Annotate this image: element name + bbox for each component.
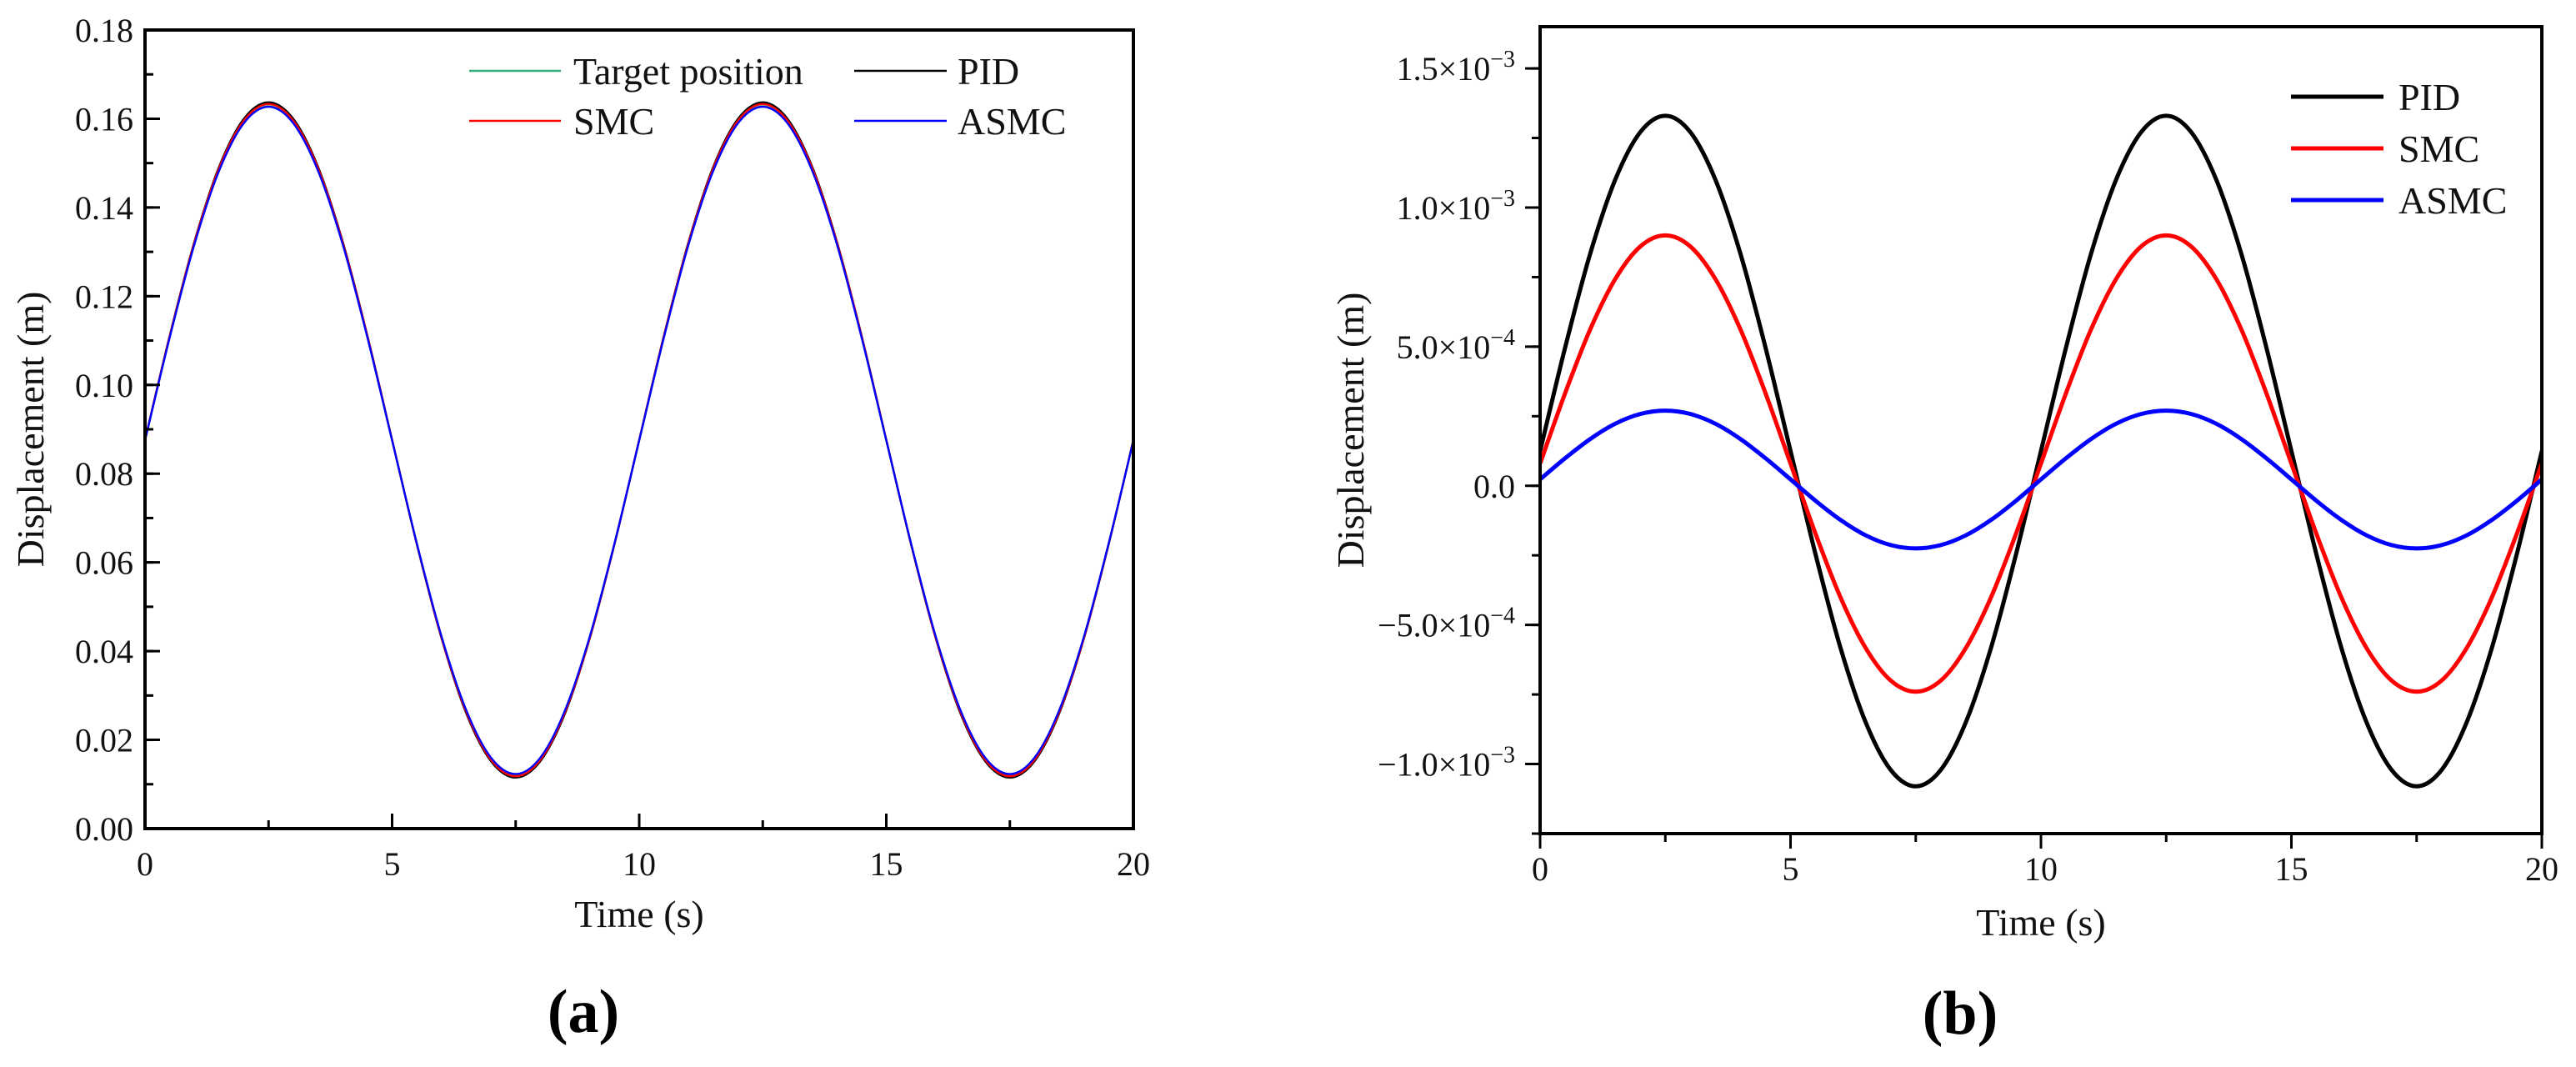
series-line-smc: [1540, 233, 2542, 694]
y-tick-label: 0.08: [75, 455, 133, 493]
x-tick-label: 10: [2024, 850, 2058, 888]
legend-label: ASMC: [2398, 179, 2507, 222]
series-line-asmc: [1540, 408, 2542, 551]
y-tick-mantissa: −1.0×10: [1378, 746, 1490, 784]
y-tick-mantissa: 1.5×10: [1397, 50, 1491, 88]
y-tick-mantissa: −5.0×10: [1378, 607, 1490, 644]
chart-a-displacement: 0 5 10 15 20 0.00 0.02 0.04 0.06 0.08 0.10 0.12 0.14…: [9, 12, 1150, 935]
legend-label: SMC: [2398, 128, 2479, 170]
legend: Target position PID SMC ASMC: [469, 50, 1066, 143]
plot-frame: [1538, 25, 2543, 835]
y-tick-label: 0.18: [75, 12, 133, 49]
x-axis-label: Time (s): [1976, 901, 2106, 944]
legend-label: PID: [958, 50, 1019, 93]
legend-label: PID: [2398, 76, 2460, 118]
y-tick-label: 1.5×10−3: [1397, 47, 1515, 88]
y-tick-exponent: −3: [1490, 186, 1515, 212]
legend-item: ASMC: [854, 100, 1066, 143]
series-group: [145, 101, 1133, 779]
y-tick-label: 1.0×10−3: [1397, 186, 1515, 227]
y-tick-label: 0.06: [75, 544, 133, 582]
y-tick-label: 0.12: [75, 278, 133, 315]
legend-item: SMC: [469, 100, 654, 143]
legend-label: Target position: [573, 50, 803, 93]
y-tick-exponent: −4: [1490, 604, 1515, 629]
y-tick-label: −5.0×10−4: [1378, 604, 1515, 644]
legend-item: Target position: [469, 50, 803, 93]
legend-item: SMC: [2291, 128, 2479, 170]
y-tick-label: 0.0: [1473, 468, 1515, 505]
x-tick-label: 5: [384, 845, 401, 883]
y-tick-label: 0.00: [75, 810, 133, 848]
y-tick-label: −1.0×10−3: [1378, 743, 1515, 784]
y-tick-label: 0.14: [75, 189, 133, 227]
x-tick-label: 0: [137, 845, 153, 883]
y-tick-mantissa: 0.0: [1473, 468, 1515, 505]
y-axis-label: Displacement (m): [1329, 293, 1372, 569]
series-group: [1540, 113, 2542, 789]
x-tick-label: 20: [2525, 850, 2558, 888]
series-line-pid: [1540, 113, 2542, 789]
y-tick-mantissa: 1.0×10: [1397, 189, 1491, 227]
legend-item: PID: [854, 50, 1019, 93]
x-tick-label: 5: [1783, 850, 1799, 888]
plot-frame: [143, 28, 1135, 830]
panel-label-a: (a): [548, 978, 619, 1046]
y-tick-exponent: −4: [1490, 325, 1515, 351]
chart-b-displacement-error: 0 5 10 15 20−1.0×10−3−5.0×10−40.05.0×10−41.0…: [1329, 25, 2558, 944]
y-tick-label: 0.16: [75, 100, 133, 138]
panel-label-b: (b): [1923, 979, 1998, 1048]
x-tick-label: 20: [1117, 845, 1150, 883]
legend-item: PID: [2291, 76, 2460, 118]
y-tick-mantissa: 5.0×10: [1397, 328, 1491, 366]
x-tick-label: 10: [623, 845, 656, 883]
y-tick-exponent: −3: [1490, 743, 1515, 769]
legend-label: SMC: [573, 100, 654, 143]
x-tick-label: 0: [1532, 850, 1548, 888]
legend-label: ASMC: [958, 100, 1066, 143]
y-tick-label: 0.02: [75, 722, 133, 759]
x-axis-label: Time (s): [574, 893, 704, 935]
legend-item: ASMC: [2291, 179, 2507, 222]
x-tick-label: 15: [2275, 850, 2308, 888]
y-axis-label: Displacement (m): [9, 292, 52, 568]
y-tick-label: 5.0×10−4: [1397, 325, 1515, 366]
series-line-asmc: [145, 105, 1133, 775]
y-tick-exponent: −3: [1490, 47, 1515, 73]
y-tick-label: 0.04: [75, 633, 133, 670]
y-tick-label: 0.10: [75, 367, 133, 404]
x-tick-label: 15: [870, 845, 903, 883]
legend: PID SMC ASMC: [2291, 76, 2507, 222]
